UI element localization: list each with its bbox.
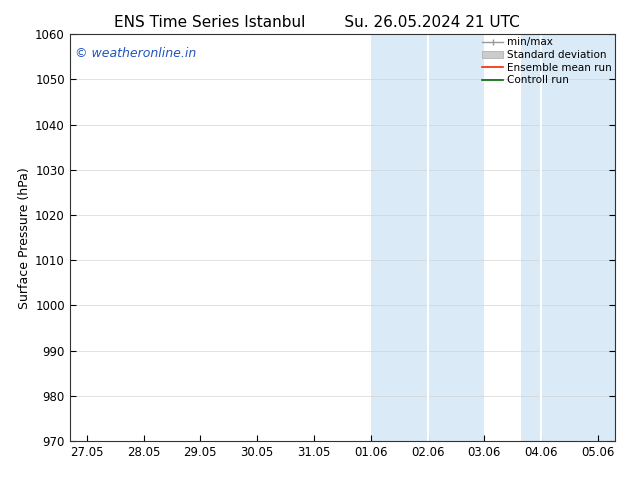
Bar [521,34,615,441]
Legend: min/max, Standard deviation, Ensemble mean run, Controll run: min/max, Standard deviation, Ensemble me… [482,37,612,85]
Text: © weatheronline.in: © weatheronline.in [75,47,197,59]
Y-axis label: Surface Pressure (hPa): Surface Pressure (hPa) [18,167,31,309]
Text: ENS Time Series Istanbul        Su. 26.05.2024 21 UTC: ENS Time Series Istanbul Su. 26.05.2024 … [114,15,520,30]
Bar [371,34,484,441]
